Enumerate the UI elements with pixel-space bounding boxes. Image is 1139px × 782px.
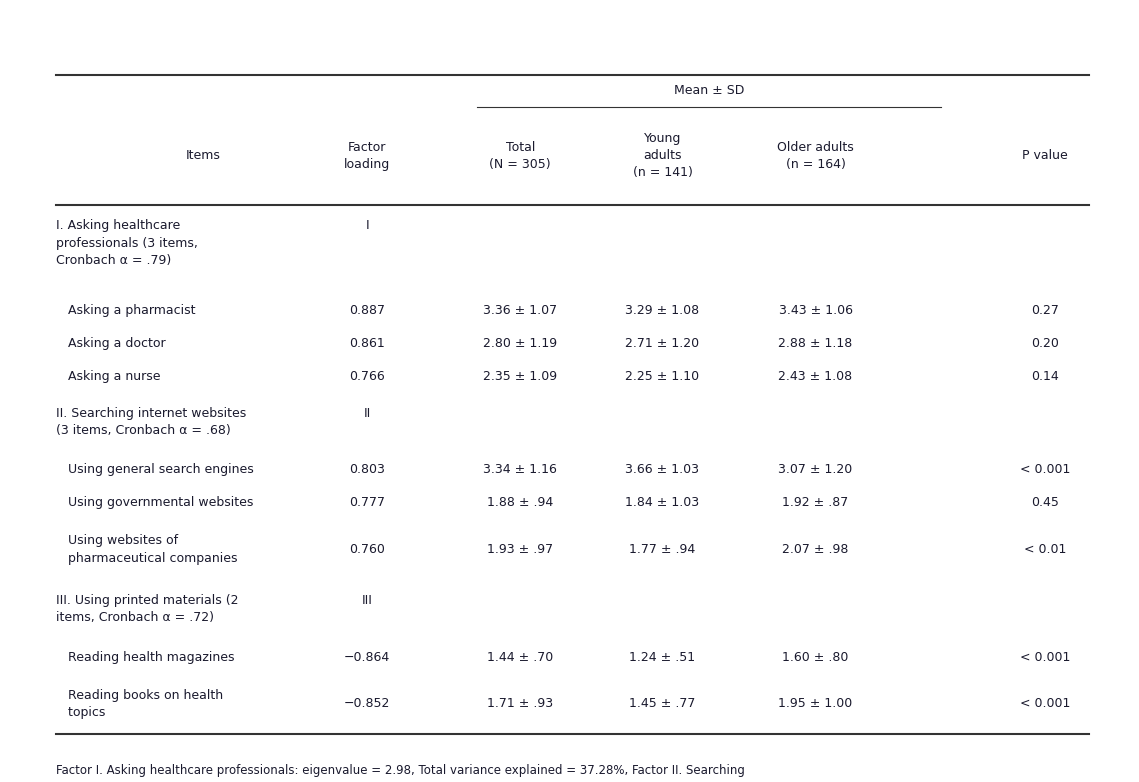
- Text: 1.45 ± .77: 1.45 ± .77: [629, 698, 696, 710]
- Text: 2.88 ± 1.18: 2.88 ± 1.18: [778, 337, 853, 350]
- Text: 1.93 ± .97: 1.93 ± .97: [487, 543, 554, 556]
- Text: 2.43 ± 1.08: 2.43 ± 1.08: [778, 370, 853, 382]
- Text: −0.864: −0.864: [344, 651, 391, 663]
- Text: 1.84 ± 1.03: 1.84 ± 1.03: [625, 496, 699, 509]
- Text: Asking a pharmacist: Asking a pharmacist: [56, 304, 195, 317]
- Text: 0.803: 0.803: [350, 463, 385, 476]
- Text: 3.34 ± 1.16: 3.34 ± 1.16: [483, 463, 557, 476]
- Text: Young
adults
(n = 141): Young adults (n = 141): [632, 132, 693, 179]
- Text: II. Searching internet websites
(3 items, Cronbach α = .68): II. Searching internet websites (3 items…: [56, 407, 246, 437]
- Text: 3.36 ± 1.07: 3.36 ± 1.07: [483, 304, 557, 317]
- Text: 0.887: 0.887: [350, 304, 385, 317]
- Text: 0.45: 0.45: [1031, 496, 1059, 509]
- Text: 0.861: 0.861: [350, 337, 385, 350]
- Text: 1.77 ± .94: 1.77 ± .94: [630, 543, 696, 556]
- Text: Using general search engines: Using general search engines: [56, 463, 253, 476]
- Text: Reading books on health
   topics: Reading books on health topics: [56, 689, 223, 719]
- Text: 1.71 ± .93: 1.71 ± .93: [487, 698, 554, 710]
- Text: 1.44 ± .70: 1.44 ± .70: [487, 651, 554, 663]
- Text: 2.80 ± 1.19: 2.80 ± 1.19: [483, 337, 557, 350]
- Text: 2.07 ± .98: 2.07 ± .98: [782, 543, 849, 556]
- Text: 0.14: 0.14: [1031, 370, 1059, 382]
- Text: 0.766: 0.766: [350, 370, 385, 382]
- Text: II: II: [363, 407, 371, 420]
- Text: 0.27: 0.27: [1031, 304, 1059, 317]
- Text: Using governmental websites: Using governmental websites: [56, 496, 253, 509]
- Text: Factor
loading: Factor loading: [344, 141, 391, 171]
- Text: Items: Items: [186, 149, 221, 163]
- Text: I. Asking healthcare
professionals (3 items,
Cronbach α = .79): I. Asking healthcare professionals (3 it…: [56, 220, 197, 267]
- Text: Reading health magazines: Reading health magazines: [56, 651, 235, 663]
- Text: < 0.001: < 0.001: [1019, 698, 1071, 710]
- Text: −0.852: −0.852: [344, 698, 391, 710]
- Text: 3.43 ± 1.06: 3.43 ± 1.06: [779, 304, 852, 317]
- Text: 1.60 ± .80: 1.60 ± .80: [782, 651, 849, 663]
- Text: 2.35 ± 1.09: 2.35 ± 1.09: [483, 370, 557, 382]
- Text: < 0.001: < 0.001: [1019, 651, 1071, 663]
- Text: 1.92 ± .87: 1.92 ± .87: [782, 496, 849, 509]
- Text: III. Using printed materials (2
items, Cronbach α = .72): III. Using printed materials (2 items, C…: [56, 594, 238, 624]
- Text: P value: P value: [1023, 149, 1068, 163]
- Text: 2.25 ± 1.10: 2.25 ± 1.10: [625, 370, 699, 382]
- Text: 0.20: 0.20: [1031, 337, 1059, 350]
- Text: 2.71 ± 1.20: 2.71 ± 1.20: [625, 337, 699, 350]
- Text: III: III: [362, 594, 372, 607]
- Text: 0.777: 0.777: [350, 496, 385, 509]
- Text: < 0.001: < 0.001: [1019, 463, 1071, 476]
- Text: 1.95 ± 1.00: 1.95 ± 1.00: [778, 698, 853, 710]
- Text: 1.24 ± .51: 1.24 ± .51: [630, 651, 696, 663]
- Text: Factor I. Asking healthcare professionals: eigenvalue = 2.98, Total variance exp: Factor I. Asking healthcare professional…: [56, 764, 745, 777]
- Text: 3.29 ± 1.08: 3.29 ± 1.08: [625, 304, 699, 317]
- Text: Older adults
(n = 164): Older adults (n = 164): [777, 141, 854, 171]
- Text: Total
(N = 305): Total (N = 305): [490, 141, 551, 171]
- Text: 3.66 ± 1.03: 3.66 ± 1.03: [625, 463, 699, 476]
- Text: I: I: [366, 220, 369, 232]
- Text: Asking a doctor: Asking a doctor: [56, 337, 165, 350]
- Text: 1.88 ± .94: 1.88 ± .94: [487, 496, 554, 509]
- Text: Asking a nurse: Asking a nurse: [56, 370, 161, 382]
- Text: 3.07 ± 1.20: 3.07 ± 1.20: [778, 463, 853, 476]
- Text: Using websites of
   pharmaceutical companies: Using websites of pharmaceutical compani…: [56, 534, 237, 565]
- Text: Mean ± SD: Mean ± SD: [674, 84, 744, 98]
- Text: 0.760: 0.760: [350, 543, 385, 556]
- Text: < 0.01: < 0.01: [1024, 543, 1066, 556]
